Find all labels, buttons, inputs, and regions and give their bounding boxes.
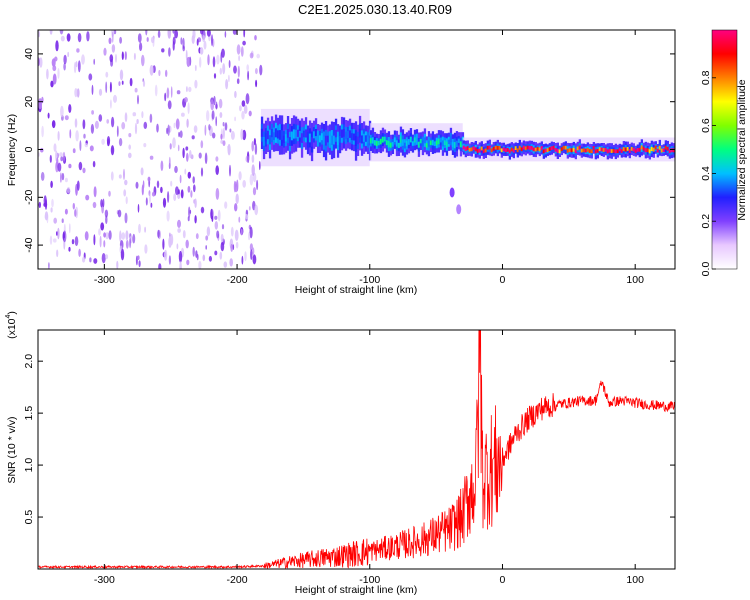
- snr-x-tick-label: -300: [94, 574, 115, 586]
- spectrogram-feature: [449, 187, 455, 198]
- svg-text:(x104): (x104): [5, 311, 18, 339]
- snr-multiplier-base: (x10: [6, 318, 18, 339]
- colorbar-tick-label: 0.2: [700, 214, 712, 229]
- spectrogram-y-tick-label: -20: [23, 190, 35, 205]
- spectrogram-y-label: Frequency (Hz): [6, 114, 18, 186]
- snr-x-tick-label: 0: [500, 574, 506, 586]
- spectrogram-x-tick-label: -300: [94, 274, 115, 286]
- snr-panel: -300 -200 -100 0 100 0.5 1.0 1.5 2.0 Height of …: [5, 311, 676, 596]
- snr-frame: [37, 329, 676, 570]
- colorbar-tick-label: 0.4: [700, 166, 712, 181]
- spectrogram-region: [462, 137, 675, 162]
- spectrogram-region: [38, 30, 263, 269]
- snr-y-tick-label: 0.5: [23, 510, 35, 525]
- snr-x-ticks: -300 -200 -100 0 100: [94, 330, 644, 586]
- spectrogram-y-tick-label: -40: [23, 237, 35, 252]
- snr-multiplier: (x104): [5, 311, 18, 339]
- spectrogram-x-label: Height of straight line (km): [295, 284, 418, 296]
- snr-y-ticks: 0.5 1.0 1.5 2.0: [23, 354, 675, 525]
- spectrogram-x-tick-label: 0: [500, 274, 506, 286]
- colorbar: 0.0 0.2 0.4 0.6 0.8 Normalized spectral ampl…: [700, 29, 748, 276]
- snr-series-line: [38, 330, 675, 569]
- snr-x-tick-label: -100: [359, 574, 380, 586]
- spectrogram-x-tick-label: -100: [359, 274, 380, 286]
- spectrogram-x-tick-label: 100: [626, 274, 644, 286]
- spectrogram-x-tick-label: -200: [227, 274, 248, 286]
- colorbar-tick-label: 0.6: [700, 118, 712, 133]
- spectrogram-y-ticks: -40 -20 0 20 40: [23, 48, 675, 253]
- snr-x-tick-label: 100: [626, 574, 644, 586]
- spectrogram-region: [369, 123, 465, 162]
- snr-y-tick-label: 1.5: [23, 406, 35, 421]
- snr-y-tick-label: 2.0: [23, 354, 35, 369]
- colorbar-ticks: 0.0 0.2 0.4 0.6 0.8: [700, 70, 716, 276]
- colorbar-tick-label: 0.8: [700, 70, 712, 85]
- spectrogram-y-tick-label: 40: [23, 48, 35, 60]
- spectrogram-feature: [456, 204, 462, 215]
- spectrogram-x-ticks: -300 -200 -100 0 100: [94, 30, 644, 286]
- spectrogram-y-tick-label: 20: [23, 96, 35, 108]
- spectrogram-data: [38, 30, 675, 269]
- snr-multiplier-exp: 4: [5, 314, 12, 318]
- colorbar-label: Normalized spectral amplitude: [736, 79, 748, 220]
- chart-title: C2E1.2025.030.13.40.R09: [298, 2, 452, 17]
- colorbar-scale: [711, 29, 738, 270]
- spectrogram-region: [260, 108, 372, 167]
- spectrogram-y-tick-label: 0: [23, 146, 35, 152]
- snr-plot-area: [38, 330, 675, 569]
- snr-x-tick-label: -200: [227, 574, 248, 586]
- snr-y-tick-label: 1.0: [23, 458, 35, 473]
- colorbar-tick-label: 0.0: [700, 262, 712, 277]
- snr-x-label: Height of straight line (km): [295, 584, 418, 596]
- snr-y-label: SNR (10 * v/v): [6, 416, 18, 483]
